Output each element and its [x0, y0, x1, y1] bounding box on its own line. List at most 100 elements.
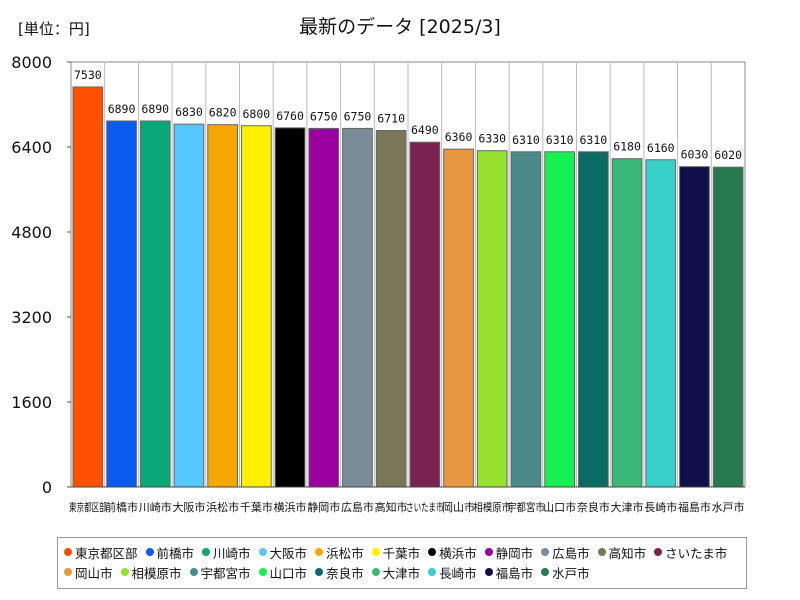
x-tick-label: 大阪市 — [172, 500, 205, 514]
y-tick-label: 6400 — [11, 138, 52, 157]
legend-swatch — [120, 568, 129, 576]
bar — [645, 159, 677, 488]
legend-swatch — [145, 548, 154, 556]
bar — [578, 151, 609, 488]
bar — [308, 127, 340, 488]
legend-swatch — [484, 548, 493, 556]
bar — [342, 127, 373, 488]
legend-item: 福島市 — [484, 562, 533, 582]
x-tick-label: 前橋市 — [105, 500, 138, 514]
bar-value-label: 6750 — [310, 109, 338, 123]
bar-value-label: 6310 — [512, 133, 540, 147]
legend-label: 東京都区部 — [75, 545, 138, 561]
y-tick-label: 4800 — [11, 223, 52, 242]
x-tick-label: 千葉市 — [240, 500, 273, 514]
bar — [207, 124, 239, 488]
bar — [679, 166, 710, 488]
legend-item: 奈良市 — [315, 562, 364, 582]
legend-item: 宇都宮市 — [189, 562, 251, 582]
bar — [274, 127, 306, 488]
legend-swatch — [258, 548, 267, 556]
legend-label: 静岡市 — [495, 545, 534, 561]
legend-swatch — [189, 568, 198, 576]
bar-value-label: 6180 — [613, 140, 641, 154]
legend-label: 川崎市 — [213, 545, 251, 561]
chart-title: 最新のデータ [2025/3] — [299, 16, 501, 38]
bar — [106, 120, 137, 488]
bar-value-label: 6160 — [647, 141, 675, 155]
legend-swatch — [597, 548, 606, 556]
x-tick-label: 岡山市 — [442, 500, 475, 514]
legend-swatch — [484, 568, 493, 576]
y-tick-label: 1600 — [11, 393, 52, 412]
legend-label: 高知市 — [608, 545, 647, 561]
legend-swatch — [541, 568, 550, 576]
bar — [443, 148, 474, 488]
legend-swatch — [428, 548, 437, 556]
legend-item: 大阪市 — [258, 542, 307, 562]
legend-item: さいたま市 — [654, 542, 727, 562]
bar-value-label: 6360 — [445, 130, 473, 144]
bar — [72, 86, 104, 488]
legend-item: 横浜市 — [428, 542, 477, 562]
legend-item: 広島市 — [541, 542, 590, 562]
legend-label: 宇都宮市 — [200, 565, 251, 581]
bar-value-label: 6750 — [344, 109, 372, 123]
x-tick-label: 山口市 — [543, 500, 576, 514]
bar-value-label: 7530 — [74, 68, 102, 82]
bar — [173, 123, 205, 488]
bar — [476, 150, 508, 488]
y-tick-label: 0 — [42, 478, 52, 497]
bar — [241, 125, 272, 488]
legend-label: 相模原市 — [131, 565, 182, 581]
legend-label: 浜松市 — [326, 545, 364, 561]
legend-label: 長崎市 — [439, 565, 477, 581]
bar-value-label: 6890 — [141, 102, 169, 116]
legend-item: 山口市 — [258, 562, 308, 582]
x-tick-label: 高知市 — [375, 500, 408, 514]
x-tick-label: 横浜市 — [274, 500, 307, 514]
x-tick-label: 宇都宮市 — [507, 500, 545, 514]
legend-swatch — [541, 548, 550, 556]
bar-value-label: 6490 — [411, 123, 439, 137]
legend-item: 川崎市 — [202, 542, 251, 562]
legend-label: 前橋市 — [156, 545, 195, 561]
legend-swatch — [371, 568, 380, 576]
x-tick-label: 相模原市 — [473, 500, 511, 514]
x-tick-label: 広島市 — [341, 500, 374, 514]
legend-label: 大津市 — [382, 565, 421, 581]
bar-value-label: 6030 — [681, 148, 709, 162]
x-tick-label: 福島市 — [678, 500, 711, 514]
legend-item: 水戸市 — [541, 562, 590, 582]
x-tick-label: 水戸市 — [712, 500, 745, 514]
legend-swatch — [315, 568, 324, 576]
bar — [712, 166, 744, 488]
x-tick-label: 川崎市 — [139, 500, 172, 514]
bar-value-label: 6020 — [714, 148, 742, 162]
legend-item: 浜松市 — [315, 542, 364, 562]
legend-label: 奈良市 — [326, 565, 364, 581]
legend-item: 前橋市 — [145, 542, 195, 562]
legend-item: 千葉市 — [371, 542, 420, 562]
legend-item: 大津市 — [371, 562, 421, 582]
bar-value-label: 6760 — [276, 109, 304, 123]
legend-swatch — [64, 548, 72, 556]
legend-item: 岡山市 — [64, 562, 113, 582]
legend-swatch — [64, 568, 72, 576]
legend-item: 静岡市 — [484, 542, 534, 562]
bar-value-label: 6830 — [175, 105, 203, 119]
legend-label: 山口市 — [269, 565, 308, 581]
legend-swatch — [258, 568, 267, 576]
bar-value-label: 6710 — [377, 112, 405, 126]
legend-item: 相模原市 — [120, 562, 182, 582]
bar — [611, 158, 643, 488]
bar — [139, 120, 171, 488]
bar-value-label: 6330 — [478, 132, 506, 146]
legend-label: 水戸市 — [552, 565, 590, 581]
legend-item: 高知市 — [597, 542, 647, 562]
legend-label: 岡山市 — [75, 565, 113, 581]
bar-value-label: 6800 — [242, 107, 270, 121]
x-tick-label: 大津市 — [611, 500, 644, 514]
x-tick-label: 静岡市 — [307, 500, 340, 514]
